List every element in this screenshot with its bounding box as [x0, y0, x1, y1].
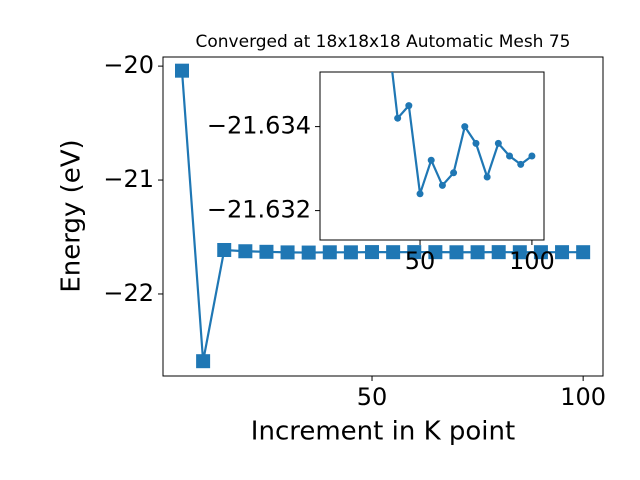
marker: [438, 181, 446, 189]
marker: [512, 245, 527, 260]
x-tick-label: 50: [357, 383, 388, 411]
marker: [517, 160, 525, 168]
y-tick-label: −20: [103, 51, 154, 79]
marker: [322, 245, 337, 260]
y-tick-label: −21.632: [207, 196, 311, 224]
marker: [494, 139, 502, 147]
y-tick-label: −22: [103, 279, 154, 307]
marker: [428, 245, 443, 260]
marker: [472, 139, 480, 147]
marker: [461, 123, 469, 131]
plot-layer: [175, 63, 591, 369]
marker: [405, 102, 413, 110]
marker: [533, 245, 548, 260]
x-tick-label: 100: [560, 383, 606, 411]
marker: [483, 173, 491, 181]
x-axis-label: Increment in K point: [251, 417, 515, 447]
marker: [450, 169, 458, 177]
marker: [416, 190, 424, 198]
marker: [175, 63, 190, 78]
marker: [238, 244, 253, 259]
marker: [217, 242, 232, 257]
marker: [259, 244, 274, 259]
marker: [528, 152, 536, 160]
x-tick-label: 100: [509, 247, 555, 275]
marker: [555, 245, 570, 260]
marker: [301, 245, 316, 260]
marker: [394, 114, 402, 122]
marker: [576, 245, 591, 260]
y-tick-label: −21.634: [207, 112, 311, 140]
marker: [427, 156, 435, 164]
marker: [470, 245, 485, 260]
x-tick-label: 50: [405, 247, 436, 275]
marker: [365, 245, 380, 260]
marker: [491, 245, 506, 260]
plot-layer: [391, 72, 536, 198]
y-tick-label: −21: [103, 165, 154, 193]
marker: [407, 245, 422, 260]
marker: [449, 245, 464, 260]
marker: [343, 245, 358, 260]
marker: [280, 245, 295, 260]
marker: [386, 245, 401, 260]
chart-title: Converged at 18x18x18 Automatic Mesh 75: [196, 32, 571, 52]
marker: [506, 152, 514, 160]
y-axis-label: Energy (eV): [57, 139, 87, 292]
marker: [196, 354, 211, 369]
